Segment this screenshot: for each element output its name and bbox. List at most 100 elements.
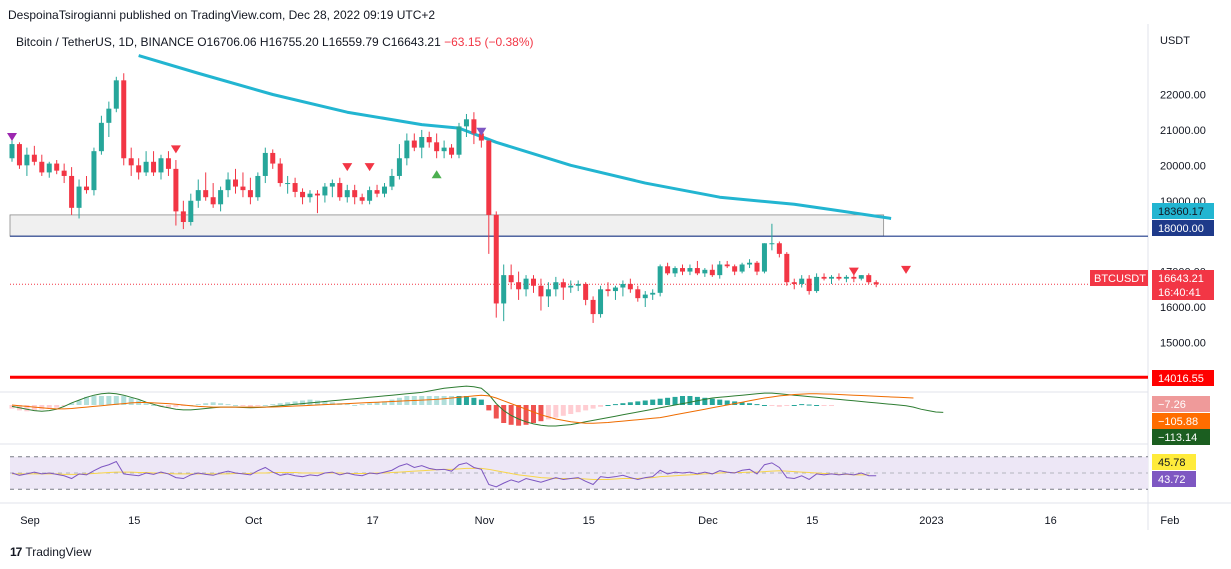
- candle: [151, 151, 157, 176]
- candle: [113, 76, 119, 113]
- candle-body: [292, 183, 298, 192]
- time-axis-label: 15: [128, 515, 140, 527]
- candle: [143, 151, 149, 176]
- sell-signal-icon: [848, 267, 859, 276]
- macd-histogram-bar: [24, 405, 30, 412]
- candle: [456, 122, 462, 159]
- candle: [516, 271, 522, 300]
- candle-body: [724, 264, 730, 267]
- macd-histogram-bar: [262, 405, 268, 406]
- publisher-info: DespoinaTsirogianni published on Trading…: [8, 8, 436, 22]
- candle-body: [620, 283, 626, 288]
- candle: [300, 188, 306, 205]
- macd-histogram-bar: [441, 396, 447, 405]
- candle: [389, 168, 395, 191]
- macd-histogram-bar: [545, 405, 551, 420]
- tradingview-brand[interactable]: TradingView: [25, 545, 92, 559]
- macd-histogram-bar: [814, 405, 820, 406]
- candle: [709, 264, 715, 277]
- macd-histogram-bar: [702, 397, 708, 405]
- macd-histogram-bar: [255, 405, 261, 406]
- macd-histogram-bar: [717, 399, 723, 405]
- macd-badge-bg: [1152, 413, 1210, 429]
- macd-histogram-bar: [195, 404, 201, 406]
- candle: [449, 144, 455, 159]
- badge-18000-bg: [1152, 220, 1214, 236]
- candle-body: [61, 170, 67, 176]
- macd-badge-bg: [1152, 396, 1210, 412]
- candle-body: [709, 269, 715, 276]
- candle-body: [545, 289, 551, 297]
- macd-histogram-bar: [531, 405, 536, 423]
- time-axis-label: 15: [806, 515, 818, 527]
- sell-signal-icon: [364, 163, 375, 172]
- candle: [84, 175, 89, 194]
- candle-body: [665, 266, 671, 274]
- rsi-value: 43.72: [1158, 474, 1186, 486]
- candle: [158, 154, 164, 180]
- sell-signal-icon: [7, 133, 17, 141]
- candle-body: [627, 283, 633, 290]
- candle-body: [84, 186, 89, 191]
- candle-body: [761, 243, 767, 272]
- candle: [367, 186, 373, 205]
- candle: [866, 273, 872, 284]
- candle: [814, 273, 820, 293]
- candle: [404, 133, 410, 166]
- macd-histogram-bar: [568, 405, 574, 414]
- time-axis-label: 16: [1045, 515, 1057, 527]
- candle-body: [411, 140, 417, 148]
- candle: [657, 264, 663, 297]
- candle: [210, 183, 216, 208]
- candle-body: [858, 275, 864, 279]
- macd-histogram-bar: [553, 405, 559, 418]
- macd-histogram-bar: [84, 396, 89, 405]
- macd-histogram-bar: [456, 396, 462, 405]
- candle-body: [151, 161, 157, 173]
- candle-body: [575, 283, 581, 286]
- candle: [620, 280, 626, 297]
- candle-body: [471, 119, 477, 134]
- candle-body: [434, 142, 440, 152]
- candle: [806, 275, 812, 295]
- price-axis-tick: 15000.00: [1160, 337, 1206, 349]
- macd-histogram-bar: [344, 404, 350, 406]
- candle: [76, 179, 82, 219]
- candle: [352, 184, 358, 205]
- candle: [39, 154, 45, 176]
- price-chart[interactable]: USDT22000.0021000.0020000.0019000.001700…: [0, 0, 1231, 540]
- candle: [322, 183, 328, 203]
- candle: [46, 161, 52, 178]
- candle: [598, 285, 604, 318]
- candle-body: [240, 186, 246, 191]
- candle-body: [553, 282, 559, 290]
- macd-histogram-bar: [270, 404, 276, 406]
- macd-histogram-bar: [754, 404, 760, 406]
- time-axis-label: Oct: [245, 515, 262, 527]
- candle: [121, 73, 127, 166]
- candle: [203, 172, 209, 201]
- candle-body: [739, 264, 745, 272]
- candle-body: [456, 126, 462, 155]
- candle: [501, 264, 507, 322]
- macd-histogram-bar: [225, 404, 231, 406]
- macd-histogram-bar: [471, 397, 477, 405]
- candle: [31, 145, 37, 166]
- candle: [344, 184, 350, 203]
- candle-body: [106, 108, 112, 123]
- time-axis-label: Dec: [698, 515, 718, 527]
- candle-body: [76, 186, 82, 208]
- macd-histogram-bar: [352, 405, 358, 406]
- macd-histogram-bar: [478, 399, 484, 405]
- legend-change: −63.15 (−0.38%): [444, 35, 534, 49]
- candle-body: [478, 133, 484, 141]
- macd-histogram-bar: [598, 405, 604, 407]
- macd-histogram-bar: [687, 396, 693, 405]
- macd-histogram-bar: [113, 396, 119, 405]
- candle-body: [374, 190, 380, 194]
- candle-body: [210, 197, 216, 205]
- macd-histogram-bar: [359, 404, 365, 406]
- candle-body: [531, 278, 536, 286]
- legend-symbol[interactable]: Bitcoin / TetherUS, 1D, BINANCE: [16, 35, 194, 49]
- macd-histogram-bar: [91, 396, 97, 405]
